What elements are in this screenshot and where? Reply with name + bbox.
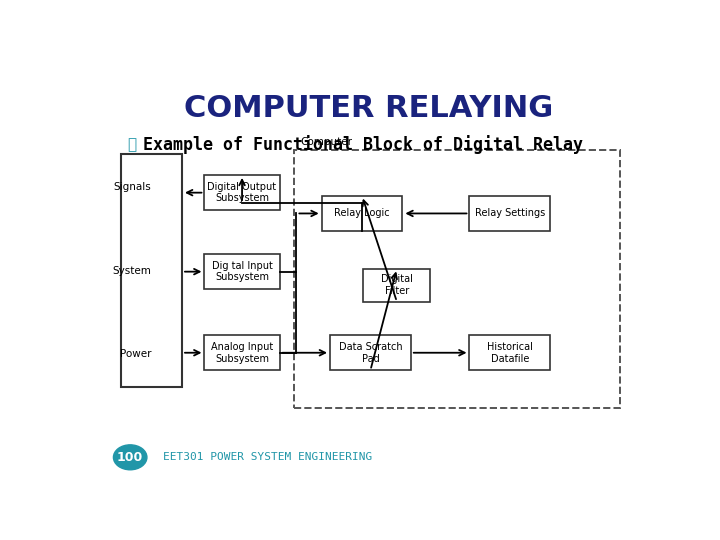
Text: Analog Input
Subsystem: Analog Input Subsystem [211, 342, 273, 363]
Text: Signals: Signals [114, 183, 151, 192]
Text: ⮨: ⮨ [127, 137, 136, 152]
Text: Historical
Datafile: Historical Datafile [487, 342, 533, 363]
Text: Dig tal Input
Subsystem: Dig tal Input Subsystem [212, 261, 272, 282]
Text: Relay Logic: Relay Logic [334, 208, 390, 219]
Text: COMPUTER RELAYING: COMPUTER RELAYING [184, 94, 554, 123]
Circle shape [114, 445, 147, 470]
Bar [121, 154, 182, 387]
Text: Digital
Filter: Digital Filter [381, 274, 413, 296]
Bar [364, 268, 431, 302]
Text: Data Scratch
Pad: Data Scratch Pad [338, 342, 402, 363]
Text: Example of Functional Block of Digital Relay: Example of Functional Block of Digital R… [143, 135, 583, 154]
Bar [330, 335, 411, 370]
Bar [204, 335, 279, 370]
Bar [294, 150, 620, 408]
Bar [204, 175, 279, 210]
Text: System: System [112, 266, 151, 275]
Text: Computer: Computer [300, 137, 352, 147]
Bar [204, 254, 279, 289]
Text: Relay Settings: Relay Settings [474, 208, 545, 219]
Bar [469, 335, 550, 370]
Text: 100: 100 [117, 451, 143, 464]
FancyBboxPatch shape [84, 60, 654, 485]
Text: Digital Output
Subsystem: Digital Output Subsystem [207, 182, 276, 204]
Bar [469, 196, 550, 231]
Text: Power: Power [120, 349, 151, 359]
Bar [322, 196, 402, 231]
Text: EET301 POWER SYSTEM ENGINEERING: EET301 POWER SYSTEM ENGINEERING [163, 453, 372, 462]
